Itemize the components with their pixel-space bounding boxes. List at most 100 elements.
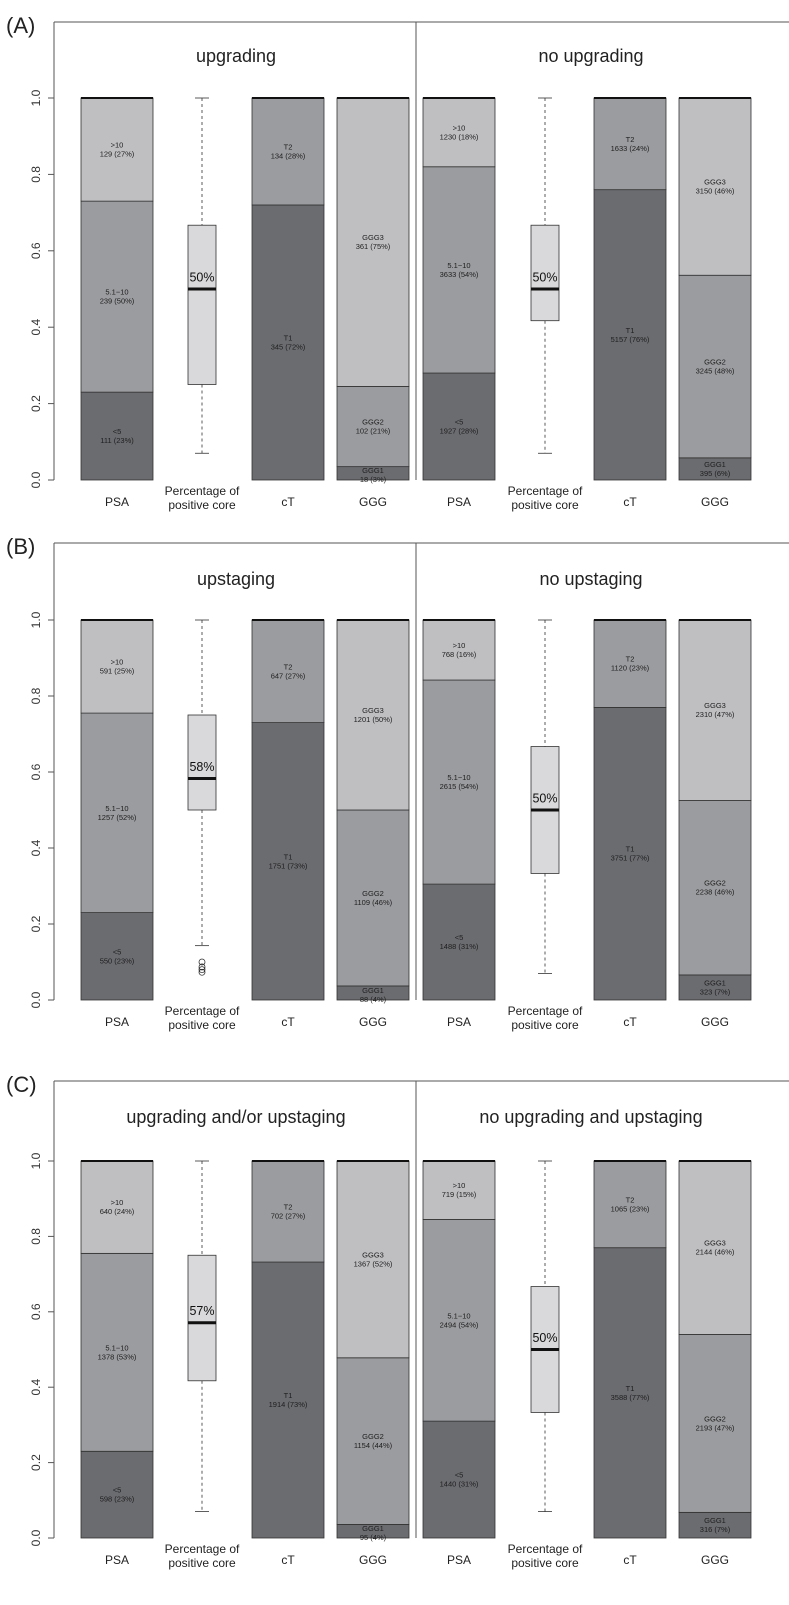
bar-segment	[80, 200, 154, 393]
bar-segment	[678, 274, 752, 459]
bar-segment	[80, 1450, 154, 1539]
segment-count-label: 719 (15%)	[442, 1190, 477, 1199]
segment-label: GGG1	[362, 466, 384, 475]
segment-label: <5	[455, 1471, 464, 1480]
segment-label: T2	[284, 142, 293, 151]
y-tick-label: 0.4	[29, 319, 43, 336]
segment-label: GGG3	[362, 233, 384, 242]
bar-segment	[80, 619, 154, 714]
boxplot-median-label: 50%	[189, 270, 214, 284]
bar-segment	[80, 912, 154, 1001]
y-tick-label: 0.8	[29, 1228, 43, 1245]
panel-3: (C) 0.0 0.2 0.4 0.6 0.8 1.0 upgrading and/or up…	[6, 1072, 789, 1570]
bar-segment	[422, 97, 496, 168]
boxplot-box	[530, 224, 560, 322]
panel-letter: (B)	[6, 534, 35, 559]
bar-segment	[593, 1247, 667, 1539]
segment-count-label: 1201 (50%)	[354, 715, 393, 724]
category-label: GGG	[359, 1015, 387, 1029]
bar-segment	[422, 619, 496, 681]
y-tick-label: 0.6	[29, 763, 43, 780]
bar-segment	[422, 166, 496, 374]
category-label: PSA	[447, 1553, 471, 1567]
boxplot-median-label: 50%	[532, 791, 557, 805]
boxplot-positive-core: 50%	[530, 619, 560, 974]
category-label: GGG	[701, 495, 729, 509]
boxplot-median-label: 58%	[189, 760, 214, 774]
segment-label: GGG3	[704, 701, 726, 710]
category-label: GGG	[701, 1553, 729, 1567]
bar-segment	[336, 619, 410, 811]
segment-label: <5	[455, 933, 464, 942]
segment-label: GGG2	[704, 1414, 726, 1423]
segment-label: 5.1−10	[447, 261, 470, 270]
bar-segment	[678, 1511, 752, 1539]
y-tick-label: 1.0	[29, 611, 43, 628]
category-label: Percentage of positive core	[508, 1542, 583, 1570]
category-label: Percentage of positive core	[165, 1004, 240, 1032]
y-tick-label: 0.0	[29, 991, 43, 1008]
segment-count-label: 768 (16%)	[442, 650, 477, 659]
segment-label: T2	[626, 1195, 635, 1204]
segment-count-label: 647 (27%)	[271, 671, 306, 680]
bar-segment	[422, 1160, 496, 1220]
y-axis: 0.0 0.2 0.4 0.6 0.8 1.0	[29, 611, 54, 1008]
segment-count-label: 1154 (44%)	[354, 1441, 393, 1450]
segment-label: >10	[453, 641, 466, 650]
y-tick-label: 0.4	[29, 839, 43, 856]
bar-segment	[80, 1252, 154, 1452]
boxplot-positive-core: 50%	[530, 97, 560, 454]
segment-label: 5.1−10	[105, 804, 128, 813]
category-label: Percentage of positive core	[508, 1004, 583, 1032]
category-label: Percentage of positive core	[165, 1542, 240, 1570]
category-label: PSA	[105, 1553, 129, 1567]
segment-count-label: 598 (23%)	[100, 1495, 135, 1504]
y-axis: 0.0 0.2 0.4 0.6 0.8 1.0	[29, 89, 54, 488]
segment-label: >10	[453, 123, 466, 132]
segment-count-label: 1914 (73%)	[269, 1400, 308, 1409]
y-tick-label: 0.2	[29, 1454, 43, 1471]
bar-segment	[678, 800, 752, 976]
segment-count-label: 1488 (31%)	[440, 942, 479, 951]
segment-count-label: 702 (27%)	[271, 1212, 306, 1221]
segment-label: T1	[284, 333, 293, 342]
segment-label: GGG2	[362, 1432, 384, 1441]
y-tick-label: 0.2	[29, 395, 43, 412]
segment-label: GGG3	[362, 1250, 384, 1259]
segment-count-label: 3751 (77%)	[611, 854, 650, 863]
segment-label: GGG2	[362, 418, 384, 427]
segment-count-label: 591 (25%)	[100, 667, 135, 676]
boxplot-outlier	[198, 968, 206, 976]
segment-count-label: 1257 (52%)	[98, 813, 137, 822]
segment-label: GGG3	[704, 178, 726, 187]
category-label: cT	[281, 1015, 295, 1029]
bar-segment	[678, 97, 752, 276]
segment-label: T2	[626, 135, 635, 144]
segment-count-label: 316 (7%)	[700, 1525, 731, 1534]
segment-label: >10	[111, 141, 124, 150]
segment-label: >10	[453, 1181, 466, 1190]
category-label: cT	[281, 1553, 295, 1567]
boxplot-positive-core: 50%	[530, 1160, 560, 1513]
boxplot-positive-core: 58%	[187, 619, 217, 976]
segment-label: T2	[284, 662, 293, 671]
segment-count-label: 5157 (76%)	[611, 335, 650, 344]
segment-count-label: 2494 (54%)	[440, 1320, 479, 1329]
category-label: Percentage of positive core	[508, 484, 583, 512]
segment-count-label: 550 (23%)	[100, 956, 135, 965]
group-title: upgrading and/or upstaging	[126, 1107, 345, 1127]
bar-segment	[251, 1160, 325, 1263]
